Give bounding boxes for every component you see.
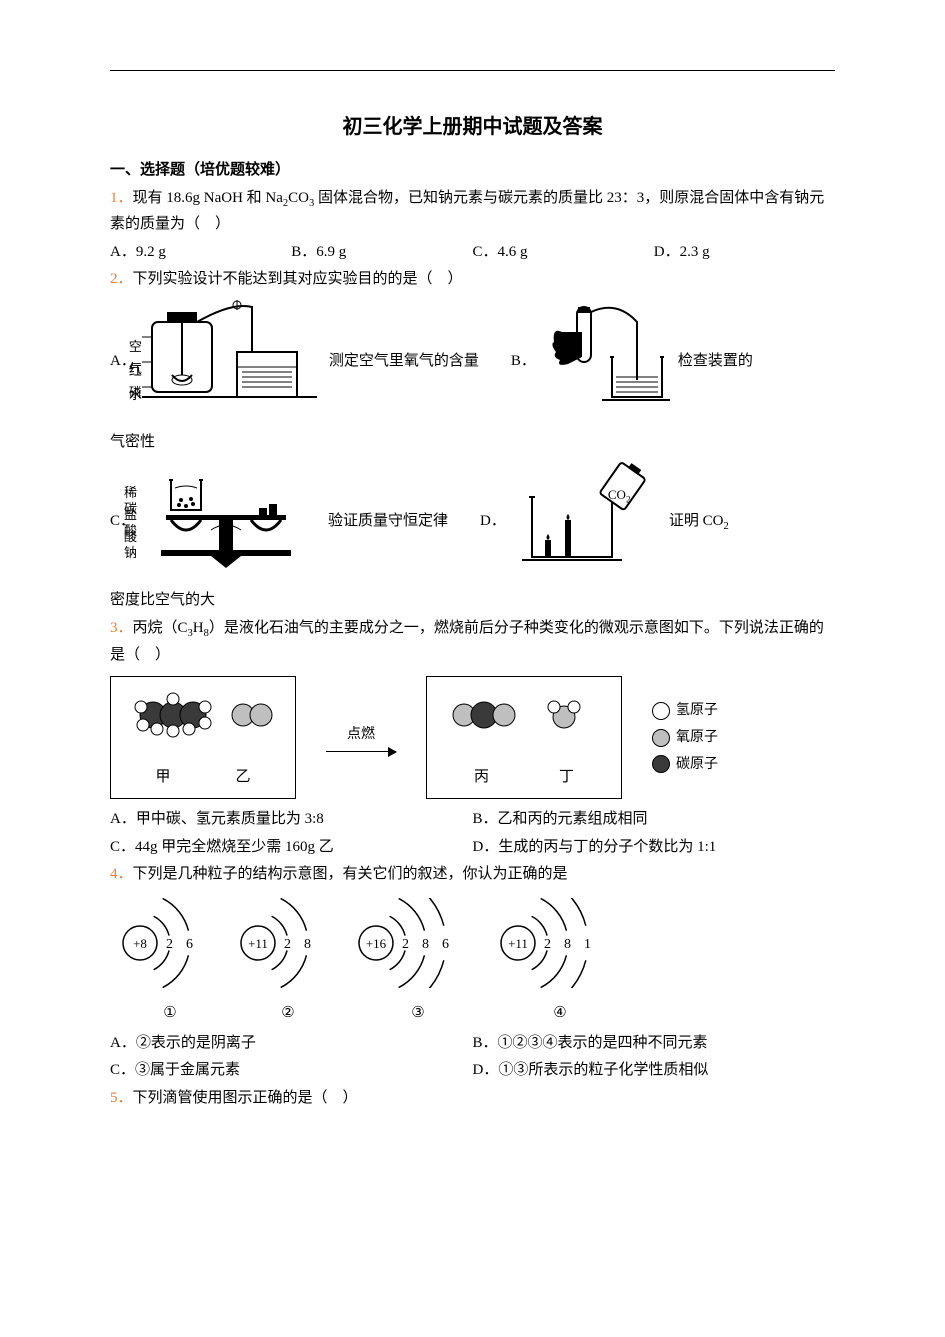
header-rule xyxy=(110,70,835,71)
q3-box1-l1: 甲 xyxy=(155,765,170,791)
q3-opt-a: A．甲中碳、氢元素质量比为 3:8 xyxy=(110,807,473,833)
q2-b-label: B． xyxy=(511,349,536,375)
q3-opt-b: B．乙和丙的元素组成相同 xyxy=(473,807,836,833)
legend-c: 碳原子 xyxy=(676,753,718,777)
q5-number: 5． xyxy=(110,1090,133,1106)
q1-text: 1．现有 18.6g NaOH 和 Na2CO3 固体混合物，已知钠元素与碳元素… xyxy=(110,186,835,238)
atom-diagram: +16 286 ③ xyxy=(356,898,480,1027)
q2-body: 下列实验设计不能达到其对应实验目的的是（ ） xyxy=(133,271,463,287)
q3-legend: 氢原子 氧原子 碳原子 xyxy=(652,696,718,779)
atom-diagram: +11 281 ④ xyxy=(498,898,622,1027)
q1-opt-a: A．9.2 g xyxy=(110,240,291,266)
svg-text:+16: +16 xyxy=(366,936,387,951)
doc-title: 初三化学上册期中试题及答案 xyxy=(110,110,835,144)
q4-number: 4． xyxy=(110,866,133,882)
q2-after-cd: 密度比空气的大 xyxy=(110,588,835,614)
q5-body: 下列滴管使用图示正确的是（ ） xyxy=(133,1090,358,1106)
q3-number: 3． xyxy=(110,620,133,636)
q2-b-caption: 检查装置的 xyxy=(678,349,753,375)
svg-text:+8: +8 xyxy=(133,936,147,951)
q4-atoms-row: +826①+1128②+16286③+11281④ xyxy=(120,898,835,1027)
svg-text:2: 2 xyxy=(284,937,291,952)
legend-h: 氢原子 xyxy=(676,699,718,723)
q1-opt-c: C．4.6 g xyxy=(473,240,654,266)
q1-part-b: CO xyxy=(288,190,309,206)
q3-arrow: 点燃 xyxy=(326,723,396,752)
q2-d-caption: 证明 CO2 xyxy=(669,509,729,536)
q3-c: ）是液化石油气的主要成分之一，燃烧前后分子种类变化的微观示意图如下。下列说法正确… xyxy=(110,620,824,663)
q4-text: 4．下列是几种粒子的结构示意图，有关它们的叙述，你认为正确的是 xyxy=(110,862,835,888)
atom-label: ④ xyxy=(498,1001,622,1027)
q2-label-na2co3: 碳酸钠 xyxy=(124,498,142,564)
q3-text: 3．丙烷（C3H8）是液化石油气的主要成分之一，燃烧前后分子种类变化的微观示意图… xyxy=(110,616,835,668)
section-heading: 一、选择题（培优题较难） xyxy=(110,158,835,184)
q3-opt-c: C．44g 甲完全燃烧至少需 160g 乙 xyxy=(110,835,473,861)
q4-opt-b: B．①②③④表示的是四种不同元素 xyxy=(473,1031,836,1057)
q2-c-caption: 验证质量守恒定律 xyxy=(328,509,448,535)
q4-opts-2: C．③属于金属元素 D．①③所表示的粒子化学性质相似 xyxy=(110,1058,835,1084)
legend-o-icon xyxy=(652,729,670,747)
q2-a-caption: 测定空气里氧气的含量 xyxy=(329,349,479,375)
svg-text:1: 1 xyxy=(584,937,591,952)
q4-opt-d: D．①③所表示的粒子化学性质相似 xyxy=(473,1058,836,1084)
q2-figure-a xyxy=(142,297,317,427)
q4-opt-a: A．②表示的是阴离子 xyxy=(110,1031,473,1057)
legend-h-icon xyxy=(652,702,670,720)
q2-number: 2． xyxy=(110,271,133,287)
q2-after-ab: 气密性 xyxy=(110,430,835,456)
svg-text:8: 8 xyxy=(564,937,571,952)
svg-text:2: 2 xyxy=(402,937,409,952)
q2-figure-b xyxy=(542,302,672,422)
q3-panel-left: 甲 乙 xyxy=(110,676,296,799)
q2-figure-d xyxy=(512,462,657,582)
q3-b: H xyxy=(193,620,204,636)
svg-text:8: 8 xyxy=(304,937,311,952)
svg-text:8: 8 xyxy=(422,937,429,952)
page: 初三化学上册期中试题及答案 一、选择题（培优题较难） 1．现有 18.6g Na… xyxy=(0,0,945,1337)
q3-box2-l2: 丁 xyxy=(559,765,574,791)
atom-diagram: +11 28 ② xyxy=(238,898,338,1027)
q2-label-co2: CO2 xyxy=(608,484,631,508)
q2-text: 2．下列实验设计不能达到其对应实验目的的是（ ） xyxy=(110,267,835,293)
q3-opts-1: A．甲中碳、氢元素质量比为 3:8 B．乙和丙的元素组成相同 xyxy=(110,807,835,833)
svg-text:6: 6 xyxy=(186,937,193,952)
svg-text:2: 2 xyxy=(166,937,173,952)
q2-figure-c xyxy=(141,460,316,585)
q4-body: 下列是几种粒子的结构示意图，有关它们的叙述，你认为正确的是 xyxy=(133,866,568,882)
q3-diagram: 甲 乙 点燃 丙 丁 氢原子 xyxy=(110,676,835,799)
q3-box2-l1: 丙 xyxy=(474,765,489,791)
q3-arrow-label: 点燃 xyxy=(326,723,396,747)
q3-opts-2: C．44g 甲完全燃烧至少需 160g 乙 D．生成的丙与丁的分子个数比为 1:… xyxy=(110,835,835,861)
atom-diagram: +8 26 ① xyxy=(120,898,220,1027)
legend-c-icon xyxy=(652,755,670,773)
svg-text:6: 6 xyxy=(442,937,449,952)
atom-label: ② xyxy=(238,1001,338,1027)
svg-text:2: 2 xyxy=(544,937,551,952)
legend-o: 氧原子 xyxy=(676,726,718,750)
q1-opt-d: D．2.3 g xyxy=(654,240,835,266)
q3-box1-l2: 乙 xyxy=(235,765,250,791)
q3-opt-d: D．生成的丙与丁的分子个数比为 1:1 xyxy=(473,835,836,861)
svg-text:+11: +11 xyxy=(508,936,528,951)
q5-text: 5．下列滴管使用图示正确的是（ ） xyxy=(110,1086,835,1112)
q2-row-cd: C． xyxy=(110,460,835,585)
q4-opts-1: A．②表示的是阴离子 B．①②③④表示的是四种不同元素 xyxy=(110,1031,835,1057)
q3-a: 丙烷（C xyxy=(133,620,188,636)
q1-opt-b: B．6.9 g xyxy=(291,240,472,266)
q1-part-a: 现有 18.6g NaOH 和 Na xyxy=(133,190,283,206)
q2-row-ab: A． xyxy=(110,297,835,427)
q2-d-label: D． xyxy=(480,509,506,535)
q2-label-water: 水 xyxy=(129,384,142,406)
q1-options: A．9.2 g B．6.9 g C．4.6 g D．2.3 g xyxy=(110,240,835,266)
atom-label: ① xyxy=(120,1001,220,1027)
q1-number: 1． xyxy=(110,190,133,206)
atom-label: ③ xyxy=(356,1001,480,1027)
q4-opt-c: C．③属于金属元素 xyxy=(110,1058,473,1084)
q3-panel-right: 丙 丁 xyxy=(426,676,622,799)
svg-text:+11: +11 xyxy=(248,936,268,951)
